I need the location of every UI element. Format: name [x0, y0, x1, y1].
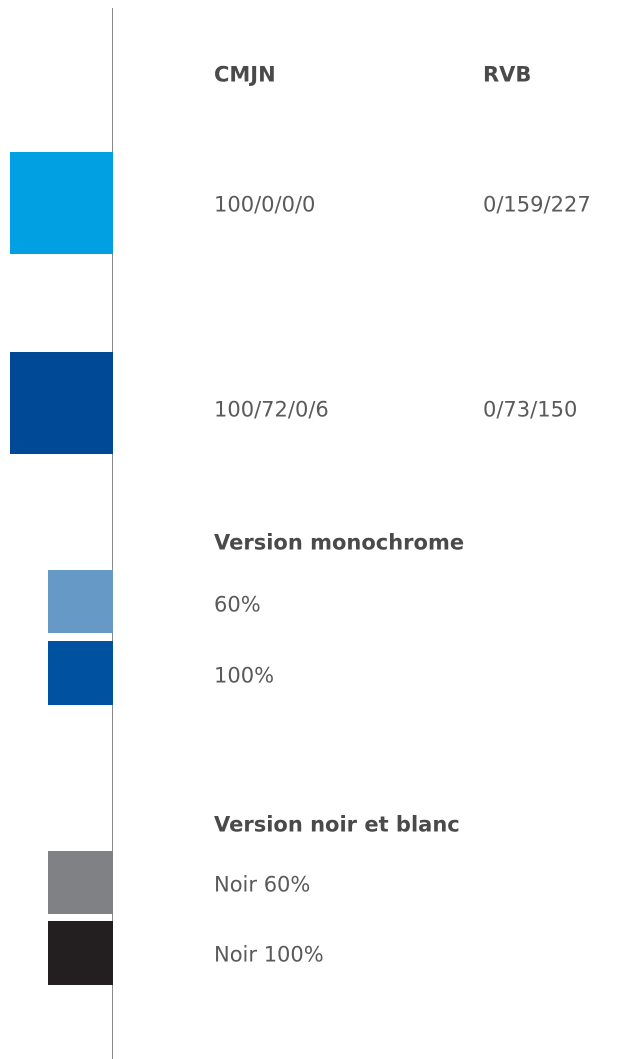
- color-swatch: [48, 570, 113, 633]
- swatch-label: 60%: [214, 592, 261, 617]
- swatch-label: Noir 60%: [214, 872, 311, 897]
- color-swatch: [48, 921, 113, 985]
- header-cmjn: CMJN: [214, 62, 276, 87]
- rvb-value: 0/73/150: [483, 397, 578, 422]
- cmjn-value: 100/72/0/6: [214, 397, 329, 422]
- cmjn-value: 100/0/0/0: [214, 192, 316, 217]
- swatch-label: Noir 100%: [214, 942, 324, 967]
- color-swatch: [10, 352, 113, 454]
- color-swatch: [10, 152, 113, 254]
- color-swatch: [48, 851, 113, 914]
- rvb-value: 0/159/227: [483, 192, 591, 217]
- color-swatch: [48, 641, 113, 705]
- swatch-label: 100%: [214, 663, 275, 688]
- section-title: Version monochrome: [214, 530, 465, 555]
- section-title: Version noir et blanc: [214, 812, 460, 837]
- divider-line: [112, 8, 113, 1059]
- header-rvb: RVB: [483, 62, 532, 87]
